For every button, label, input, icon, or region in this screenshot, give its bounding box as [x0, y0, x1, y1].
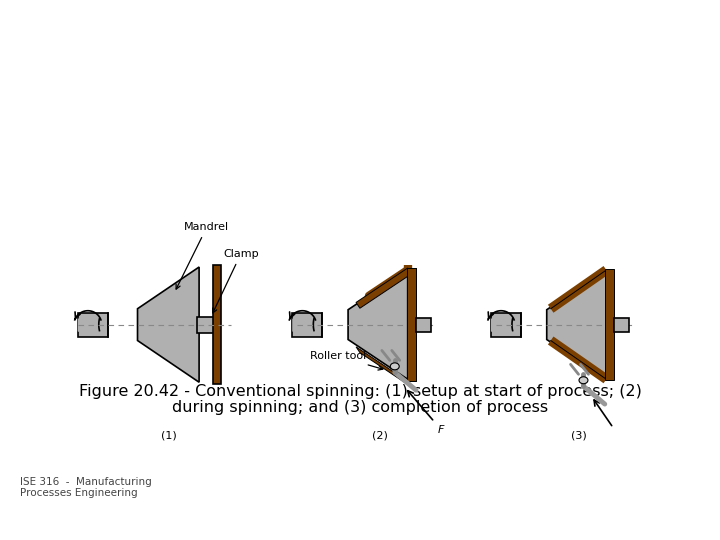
Ellipse shape [390, 363, 399, 370]
Polygon shape [138, 267, 199, 382]
Polygon shape [348, 270, 408, 379]
Bar [213, 265, 221, 384]
Bar [292, 313, 323, 336]
Polygon shape [356, 268, 412, 308]
Text: F: F [438, 425, 444, 435]
Text: Figure 20.42 ‑ Conventional spinning: (1) setup at start of process; (2): Figure 20.42 ‑ Conventional spinning: (1… [78, 384, 642, 399]
Bar [407, 268, 415, 381]
Bar [407, 268, 415, 381]
Polygon shape [551, 335, 610, 379]
Polygon shape [356, 347, 412, 387]
Text: ISE 316  -  Manufacturing: ISE 316 - Manufacturing [20, 476, 152, 487]
Bar [606, 269, 614, 380]
Ellipse shape [579, 377, 588, 384]
Polygon shape [551, 270, 610, 314]
Text: Clamp: Clamp [212, 249, 258, 313]
Bar [78, 313, 108, 336]
Bar [491, 313, 521, 336]
Text: (2): (2) [372, 431, 388, 441]
Text: (3): (3) [571, 431, 586, 441]
Text: Mandrel: Mandrel [176, 222, 230, 289]
Text: (1): (1) [161, 431, 177, 441]
Bar [197, 316, 215, 333]
Bar [614, 318, 629, 332]
Text: Processes Engineering: Processes Engineering [20, 489, 138, 498]
Text: Roller tool: Roller tool [310, 352, 383, 370]
Text: during spinning; and (3) completion of process: during spinning; and (3) completion of p… [172, 400, 548, 415]
Bar [415, 318, 431, 332]
Polygon shape [546, 270, 606, 379]
